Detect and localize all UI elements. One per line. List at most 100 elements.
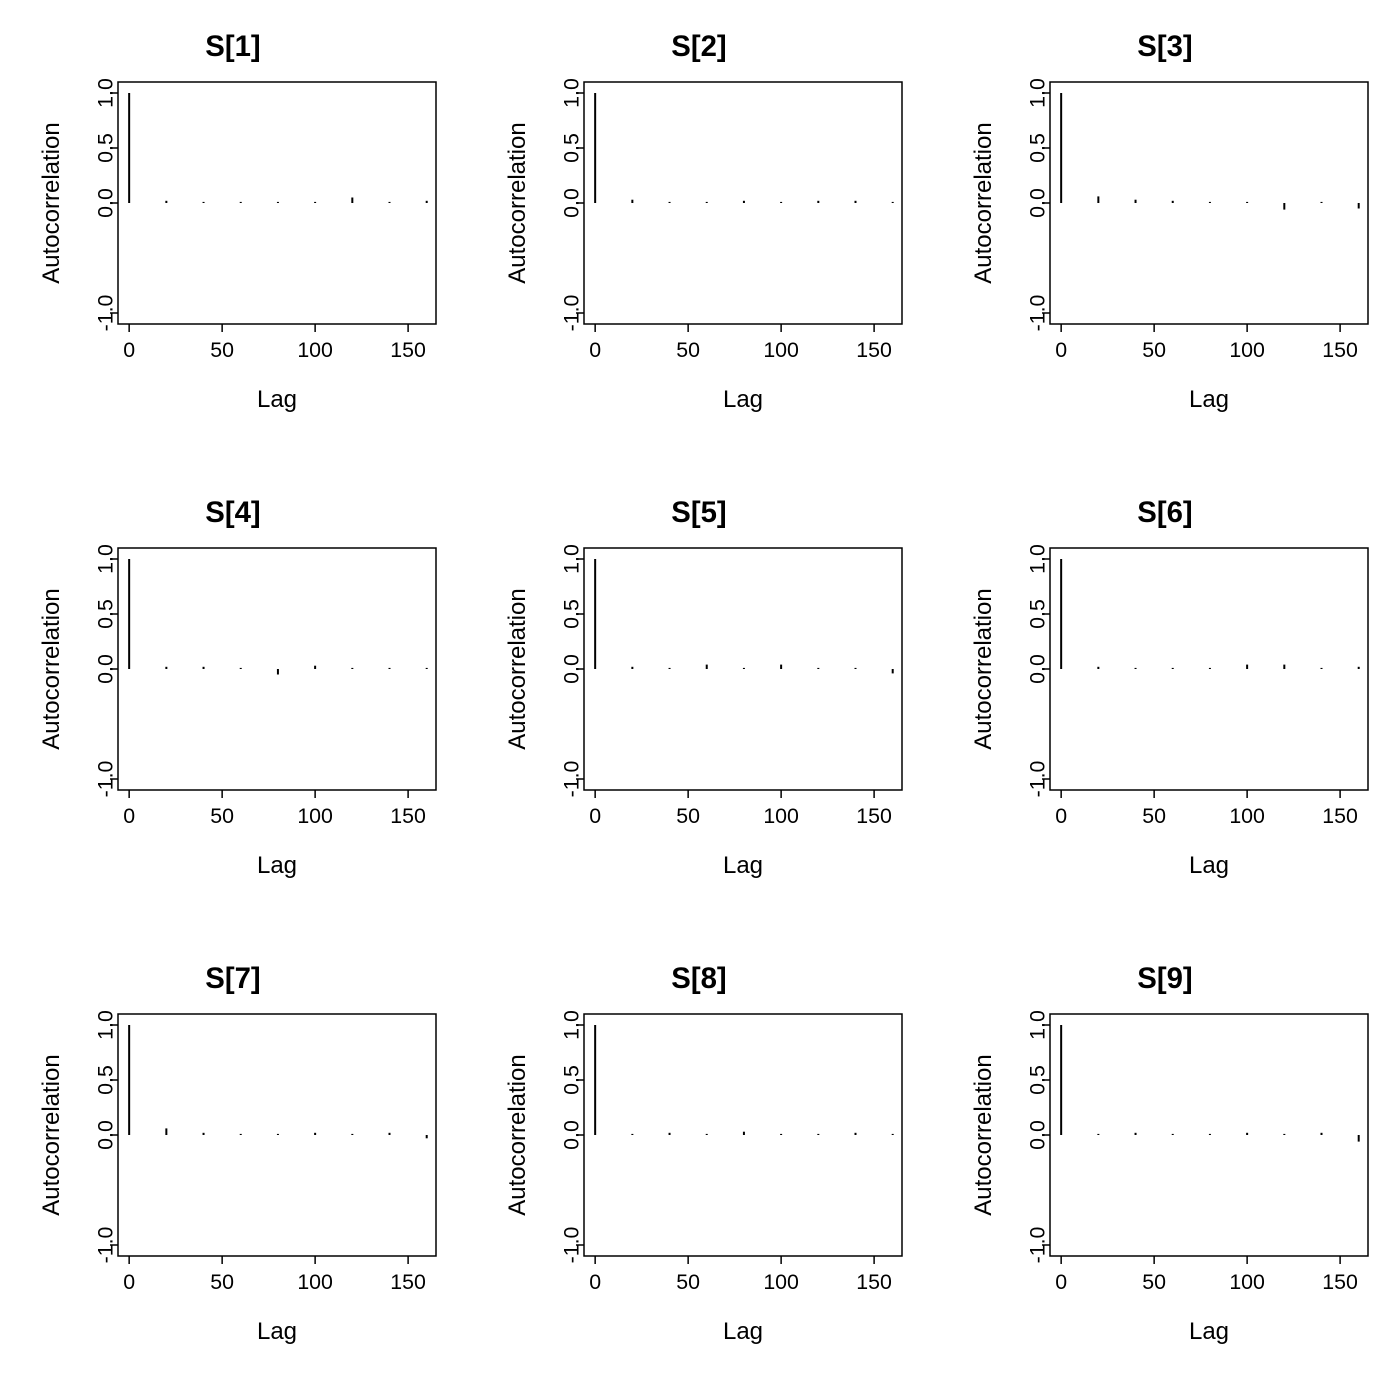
acf-plot-svg (0, 466, 466, 932)
acf-panel-8: S[8]AutocorrelationLag050100150-1.00.00.… (466, 932, 932, 1398)
acf-panel-6: S[6]AutocorrelationLag050100150-1.00.00.… (932, 466, 1398, 932)
y-axis-label: Autocorrelation (38, 122, 66, 283)
x-tick-label: 150 (1322, 804, 1358, 829)
x-tick-label: 0 (589, 1270, 601, 1295)
x-tick-label: 0 (123, 804, 135, 829)
x-axis-label: Lag (723, 852, 763, 880)
x-tick-label: 0 (589, 804, 601, 829)
y-tick-label: 0.0 (560, 654, 585, 684)
x-tick-label: 50 (676, 338, 700, 363)
y-tick-label: 0.0 (1026, 188, 1051, 218)
x-tick-label: 50 (676, 804, 700, 829)
y-axis-label: Autocorrelation (38, 1054, 66, 1215)
x-axis-label: Lag (723, 1318, 763, 1346)
y-tick-label: -1.0 (94, 761, 119, 798)
acf-plot-svg (932, 0, 1398, 466)
y-tick-label: 0.0 (94, 654, 119, 684)
acf-plot-svg (0, 0, 466, 466)
x-tick-label: 150 (1322, 1270, 1358, 1295)
x-tick-label: 50 (210, 804, 234, 829)
x-tick-label: 0 (1055, 338, 1067, 363)
y-tick-label: -1.0 (94, 1227, 119, 1264)
x-axis-label: Lag (257, 852, 297, 880)
panel-title: S[3] (932, 30, 1398, 64)
x-tick-label: 150 (390, 338, 426, 363)
acf-panel-grid: S[1] Autocorrelation Lag 0 50 100 150 -1.0 0.0 0.… (0, 0, 1400, 1400)
x-axis-label: Lag (1189, 1318, 1229, 1346)
acf-panel-7: S[7] Autocorrelation Lag 0 50 100 150 -1.0 0.0 0.… (0, 932, 466, 1398)
acf-panel-1: S[1]AutocorrelationLag050100150-1.00.00.… (0, 0, 466, 466)
x-axis-label: Lag (257, 1318, 297, 1346)
x-tick-label: 100 (1229, 1270, 1265, 1295)
panel-title: S[8] (466, 962, 932, 996)
acf-plot-svg (466, 0, 932, 466)
x-tick-label: 0 (123, 1270, 135, 1295)
panel-title: S[1] (0, 30, 466, 64)
y-tick-label: 1.0 (1026, 78, 1051, 108)
y-tick-label: -1.0 (1026, 1227, 1051, 1264)
y-tick-label: 1.0 (94, 1010, 119, 1040)
panel-title: S[6] (932, 496, 1398, 530)
y-tick-label: 1.0 (1026, 544, 1051, 574)
y-tick-label: -1.0 (560, 295, 585, 332)
x-tick-label: 150 (390, 1270, 426, 1295)
y-axis-label: Autocorrelation (504, 122, 532, 283)
x-tick-label: 50 (210, 1270, 234, 1295)
y-tick-label: 0.5 (1026, 599, 1051, 629)
acf-panel-5: S[5]AutocorrelationLag050100150-1.00.00.… (466, 466, 932, 932)
panel-title: S[7] (0, 962, 466, 996)
y-tick-label: 0.5 (560, 599, 585, 629)
x-tick-label: 100 (297, 804, 333, 829)
y-tick-label: 0.5 (560, 133, 585, 163)
acf-panel-9: S[9]AutocorrelationLag050100150-1.00.00.… (932, 932, 1398, 1398)
x-tick-label: 50 (210, 338, 234, 363)
y-tick-label: 1.0 (94, 78, 119, 108)
y-tick-label: 0.0 (1026, 1120, 1051, 1150)
x-tick-label: 100 (1229, 338, 1265, 363)
x-tick-label: 150 (1322, 338, 1358, 363)
y-tick-label: 0.0 (94, 1120, 119, 1150)
x-tick-label: 150 (390, 804, 426, 829)
y-axis-label: Autocorrelation (970, 122, 998, 283)
y-tick-label: 0.0 (94, 188, 119, 218)
panel-title: S[2] (466, 30, 932, 64)
y-tick-label: 0.5 (94, 1065, 119, 1095)
x-tick-label: 100 (763, 1270, 799, 1295)
x-axis-label: Lag (1189, 852, 1229, 880)
y-tick-label: -1.0 (1026, 295, 1051, 332)
acf-plot-svg (0, 932, 466, 1398)
y-tick-label: 1.0 (560, 1010, 585, 1040)
x-tick-label: 0 (1055, 1270, 1067, 1295)
x-tick-label: 100 (297, 1270, 333, 1295)
y-tick-label: 0.5 (560, 1065, 585, 1095)
y-axis-label: Autocorrelation (970, 588, 998, 749)
panel-title: S[5] (466, 496, 932, 530)
y-tick-label: -1.0 (560, 1227, 585, 1264)
y-tick-label: -1.0 (560, 761, 585, 798)
x-tick-label: 150 (856, 804, 892, 829)
acf-plot-svg (932, 932, 1398, 1398)
x-tick-label: 0 (589, 338, 601, 363)
acf-plot-svg (932, 466, 1398, 932)
x-tick-label: 0 (123, 338, 135, 363)
x-tick-label: 50 (676, 1270, 700, 1295)
acf-panel-2: S[2]AutocorrelationLag050100150-1.00.00.… (466, 0, 932, 466)
x-tick-label: 150 (856, 338, 892, 363)
panel-title: S[4] (0, 496, 466, 530)
y-tick-label: -1.0 (1026, 761, 1051, 798)
y-axis-label: Autocorrelation (504, 1054, 532, 1215)
y-tick-label: 0.5 (1026, 1065, 1051, 1095)
acf-plot-svg (466, 932, 932, 1398)
y-tick-label: 0.0 (560, 188, 585, 218)
x-tick-label: 150 (856, 1270, 892, 1295)
acf-plot-svg (466, 466, 932, 932)
x-tick-label: 100 (297, 338, 333, 363)
y-tick-label: 1.0 (560, 544, 585, 574)
y-tick-label: 1.0 (1026, 1010, 1051, 1040)
x-tick-label: 50 (1142, 338, 1166, 363)
x-axis-label: Lag (1189, 386, 1229, 414)
y-tick-label: 1.0 (560, 78, 585, 108)
y-tick-label: 0.5 (1026, 133, 1051, 163)
y-tick-label: 0.5 (94, 133, 119, 163)
y-axis-label: Autocorrelation (504, 588, 532, 749)
